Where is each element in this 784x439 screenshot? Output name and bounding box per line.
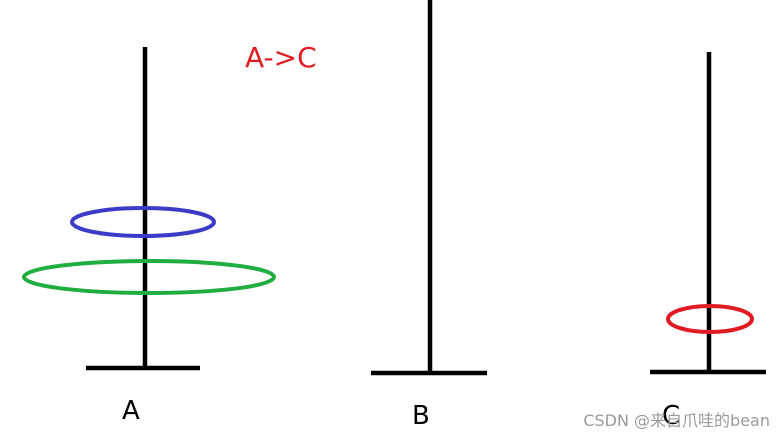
disk-large-green — [22, 259, 276, 295]
peg-b — [371, 0, 487, 376]
peg-c — [650, 52, 766, 375]
disk-red — [666, 304, 754, 334]
watermark: CSDN @来自爪哇的bean — [583, 411, 770, 430]
peg-label-a: A — [122, 396, 140, 426]
disk-small-blue — [70, 206, 216, 238]
peg-label-c: C — [662, 401, 680, 431]
peg-label-b: B — [412, 401, 430, 431]
move-label: A->C — [245, 41, 317, 74]
